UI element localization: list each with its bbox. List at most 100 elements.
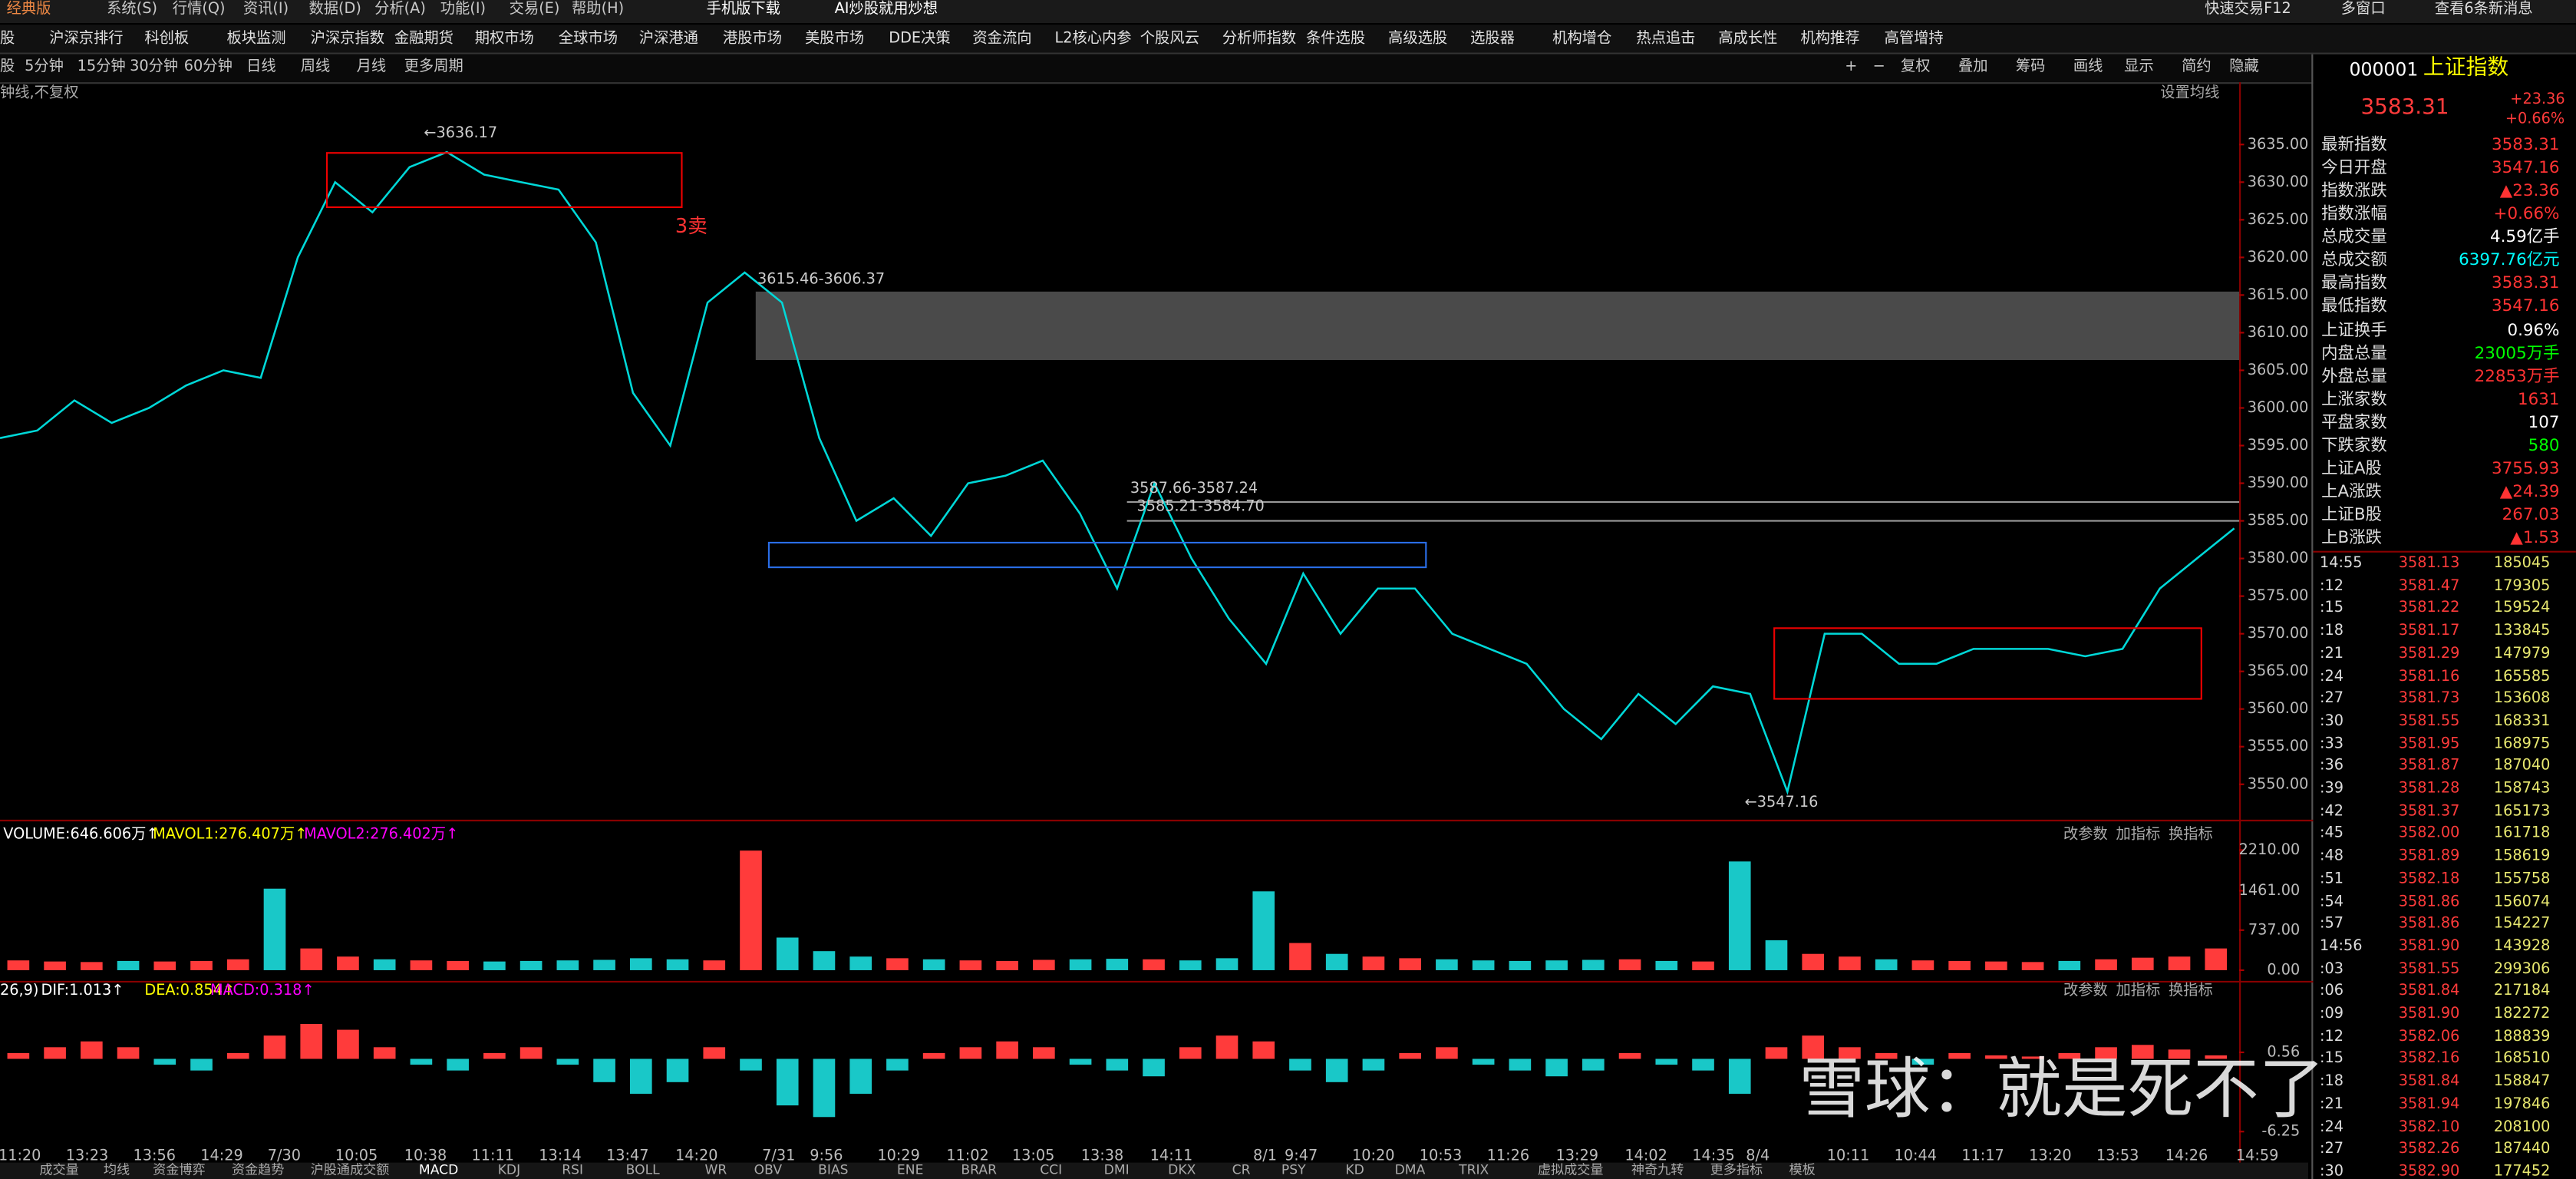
indicator-tab[interactable]: MACD [418, 1162, 459, 1177]
indicator-tab[interactable]: 资金博弈 [153, 1162, 206, 1177]
panel-tool[interactable]: 改参数 [2063, 827, 2108, 844]
nav-item[interactable]: 科创板 [144, 31, 190, 48]
menu-item[interactable]: 资讯(I) [242, 2, 289, 18]
panel-tool[interactable]: 换指标 [2168, 827, 2213, 844]
tool-button[interactable]: 筹码 [2015, 59, 2046, 76]
tool-button[interactable]: + [1845, 59, 1858, 76]
nav-item[interactable]: 沪深京排行 [49, 31, 124, 48]
menu-item[interactable]: AI炒股就用炒想 [834, 2, 938, 18]
nav-item[interactable]: 热点追击 [1636, 31, 1696, 48]
indicator-tab[interactable]: KDJ [497, 1162, 521, 1177]
panel-tool[interactable]: 换指标 [2168, 983, 2213, 1000]
nav-item[interactable]: 港股市场 [722, 31, 783, 48]
indicator-tab[interactable]: 成交量 [39, 1162, 79, 1177]
indicator-tab[interactable]: BRAR [961, 1162, 998, 1177]
macd-bar [922, 1052, 945, 1059]
period-button[interactable]: 更多周期 [404, 59, 463, 76]
indicator-tab[interactable]: PSY [1281, 1162, 1306, 1177]
nav-item[interactable]: 金融期货 [394, 31, 454, 48]
menu-item[interactable]: 帮助(H) [572, 2, 625, 18]
indicator-tab[interactable]: 资金趋势 [231, 1162, 285, 1177]
nav-item[interactable]: L2核心内参 [1054, 31, 1132, 48]
period-button[interactable]: 15分钟 [77, 59, 126, 76]
menu-item[interactable]: 功能(I) [440, 2, 487, 18]
menu-item[interactable]: 系统(S) [107, 2, 157, 18]
indicator-tab[interactable]: TRIX [1459, 1162, 1489, 1177]
quote-label: 上证B股 [2321, 506, 2383, 525]
period-button[interactable]: 30分钟 [130, 59, 179, 76]
indicator-tab[interactable]: RSI [562, 1162, 584, 1177]
indicator-tab[interactable]: ENE [896, 1162, 924, 1177]
nav-item[interactable]: 条件选股 [1306, 31, 1366, 48]
tick-volume: 179305 [2493, 578, 2551, 595]
tick-volume: 158619 [2493, 848, 2551, 866]
time-label: 11:26 [1487, 1147, 1530, 1164]
indicator-tab[interactable]: 均线 [103, 1162, 130, 1177]
period-button[interactable]: 月线 [356, 59, 387, 76]
nav-item[interactable]: 机构推荐 [1800, 31, 1860, 48]
nav-item[interactable]: 沪深京指数 [310, 31, 385, 48]
period-button[interactable]: 周线 [300, 59, 331, 76]
tool-button[interactable]: 简约 [2182, 59, 2212, 76]
nav-item[interactable]: 高级选股 [1388, 31, 1448, 48]
panel-tool[interactable]: 加指标 [2116, 827, 2161, 844]
indicator-tab[interactable]: CR [1232, 1162, 1251, 1177]
nav-item[interactable]: 资金流向 [972, 31, 1032, 48]
top-button[interactable]: 多窗口 [2340, 2, 2386, 18]
volume-bar [996, 960, 1018, 970]
tool-button[interactable]: 复权 [1901, 59, 1931, 76]
tool-button[interactable]: 隐藏 [2229, 59, 2259, 76]
indicator-tab[interactable]: 虚拟成交量 [1537, 1162, 1604, 1177]
ma-settings[interactable]: 设置均线 [2160, 85, 2220, 102]
tick-time: :39 [2319, 781, 2343, 798]
menu-item[interactable]: 行情(Q) [172, 2, 226, 18]
indicator-tab[interactable]: 神奇九转 [1631, 1162, 1684, 1177]
indicator-tab[interactable]: OBV [754, 1162, 783, 1177]
panel-tool[interactable]: 改参数 [2063, 983, 2108, 1000]
indicator-tab[interactable]: BOLL [625, 1162, 660, 1177]
nav-item[interactable]: 机构增仓 [1552, 31, 1612, 48]
macd-bar [593, 1058, 615, 1082]
indicator-tab[interactable]: 更多指标 [1710, 1162, 1763, 1177]
menu-item[interactable]: 数据(D) [308, 2, 361, 18]
indicator-tab[interactable]: CCI [1040, 1162, 1063, 1177]
indicator-tab[interactable]: 沪股通成交额 [310, 1162, 390, 1177]
tool-button[interactable]: 叠加 [1958, 59, 1988, 76]
menu-item[interactable]: 分析(A) [374, 2, 426, 18]
indicator-tab[interactable]: BIAS [818, 1162, 849, 1177]
period-button[interactable]: 股 [0, 59, 15, 76]
indicator-tab[interactable]: DKX [1168, 1162, 1196, 1177]
nav-item[interactable]: 沪深港通 [638, 31, 698, 48]
indicator-tab[interactable]: WR [704, 1162, 727, 1177]
tick-price: 3582.06 [2398, 1029, 2460, 1045]
nav-item[interactable]: 高管增持 [1884, 31, 1944, 48]
tool-button[interactable]: − [1872, 59, 1885, 76]
volume-bar [1655, 960, 1678, 970]
indicator-tab[interactable]: KD [1345, 1162, 1364, 1177]
nav-item[interactable]: 高成长性 [1718, 31, 1778, 48]
tool-button[interactable]: 画线 [2073, 59, 2103, 76]
menu-item[interactable]: 交易(E) [509, 2, 560, 18]
nav-item[interactable]: DDE决策 [889, 31, 951, 48]
top-button[interactable]: 查看6条新消息 [2434, 2, 2533, 18]
nav-item[interactable]: 个股风云 [1140, 31, 1199, 48]
nav-item[interactable]: 分析师指数 [1222, 31, 1297, 48]
indicator-tab[interactable]: DMI [1103, 1162, 1130, 1177]
indicator-tab[interactable]: 模板 [1789, 1162, 1816, 1177]
indicator-tab[interactable]: DMA [1394, 1162, 1426, 1177]
nav-item[interactable]: 期权市场 [474, 31, 534, 48]
nav-item[interactable]: 美股市场 [805, 31, 865, 48]
nav-item[interactable]: 全球市场 [558, 31, 618, 48]
period-button[interactable]: 60分钟 [183, 59, 233, 76]
period-button[interactable]: 日线 [246, 59, 276, 76]
menu-item[interactable]: 手机版下载 [706, 2, 780, 18]
tool-button[interactable]: 显示 [2124, 59, 2154, 76]
panel-tool[interactable]: 加指标 [2116, 983, 2161, 1000]
period-button[interactable]: 5分钟 [25, 59, 64, 76]
top-button[interactable]: 快速交易F12 [2205, 2, 2291, 18]
nav-item[interactable]: 股 [0, 31, 15, 48]
nav-item[interactable]: 选股器 [1470, 31, 1515, 48]
nav-item[interactable]: 板块监测 [226, 31, 286, 48]
time-label: 10:05 [335, 1147, 378, 1164]
menu-item[interactable]: 经典版 [6, 2, 51, 18]
